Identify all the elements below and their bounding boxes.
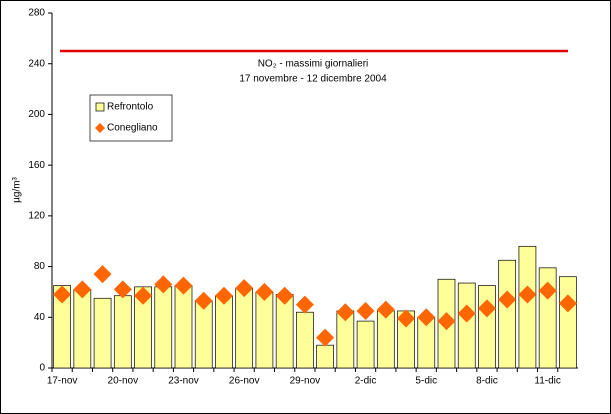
bar (518, 245, 537, 369)
bar (235, 287, 254, 369)
diamond-marker (498, 290, 517, 309)
diamond-marker (437, 312, 456, 331)
diamond-marker (397, 309, 416, 328)
bar (356, 320, 375, 369)
diamond-marker (235, 279, 254, 298)
bar (296, 311, 314, 369)
bar (478, 285, 496, 369)
diamond-marker (275, 286, 294, 305)
chart-subtitle: 17 novembre - 12 dicembre 2004 (239, 74, 387, 85)
bar (215, 295, 233, 369)
x-tick-label: 20-nov (108, 376, 139, 387)
bar (174, 285, 193, 369)
diamond-marker (93, 265, 112, 284)
y-tick-label: 40 (34, 312, 46, 323)
diamond-marker (255, 282, 274, 301)
legend-label: Conegliano (107, 123, 158, 134)
bar (93, 297, 112, 369)
y-axis-label: µg/m³ (12, 176, 23, 202)
bar (255, 291, 274, 369)
x-tick-label: 2-dic (355, 376, 377, 387)
y-tick-label: 120 (28, 210, 45, 221)
x-tick-label: 11-dic (534, 376, 561, 387)
bar (457, 282, 476, 369)
legend-swatch (95, 102, 105, 112)
diamond-marker (113, 280, 132, 299)
legend-label: Refrontolo (107, 102, 154, 113)
y-tick-label: 0 (39, 363, 45, 374)
x-tick-label: 8-dic (476, 376, 498, 387)
bar (316, 344, 334, 369)
diamond-marker (174, 276, 193, 295)
diamond-marker (73, 280, 92, 299)
diamond-marker (53, 285, 72, 304)
diamond-marker (518, 285, 537, 304)
x-tick-label: 5-dic (415, 376, 437, 387)
y-tick-label: 200 (28, 109, 45, 120)
bar (194, 300, 213, 369)
diamond-marker (457, 304, 476, 323)
x-tick-label: 26-nov (229, 376, 260, 387)
diamond-marker (417, 308, 436, 327)
diamond-marker (134, 286, 153, 305)
diamond-marker (356, 301, 375, 320)
chart-title: NO₂ - massimi giornalieri (258, 59, 369, 70)
y-tick-label: 280 (28, 8, 45, 19)
x-tick-label: 23-nov (168, 376, 199, 387)
bar (498, 259, 517, 369)
y-tick-label: 240 (28, 58, 45, 69)
x-tick-label: 17-nov (47, 376, 78, 387)
diamond-marker (316, 328, 335, 347)
bar (73, 289, 92, 369)
diamond-marker (538, 281, 557, 300)
x-tick-label: 29-nov (290, 376, 321, 387)
diamond-marker (194, 291, 213, 310)
bar (275, 294, 294, 369)
diamond-marker (376, 300, 395, 319)
diamond-marker (336, 303, 355, 322)
y-tick-label: 80 (34, 261, 46, 272)
diamond-marker (214, 286, 233, 305)
legend-swatch (95, 123, 105, 133)
bar (559, 276, 577, 369)
bar (113, 295, 132, 369)
bar (154, 286, 173, 369)
diamond-marker (558, 294, 577, 313)
diamond-marker (154, 275, 173, 294)
diamond-marker (477, 299, 496, 318)
y-tick-label: 160 (28, 160, 45, 171)
diamond-marker (295, 295, 314, 314)
bar (376, 310, 395, 369)
